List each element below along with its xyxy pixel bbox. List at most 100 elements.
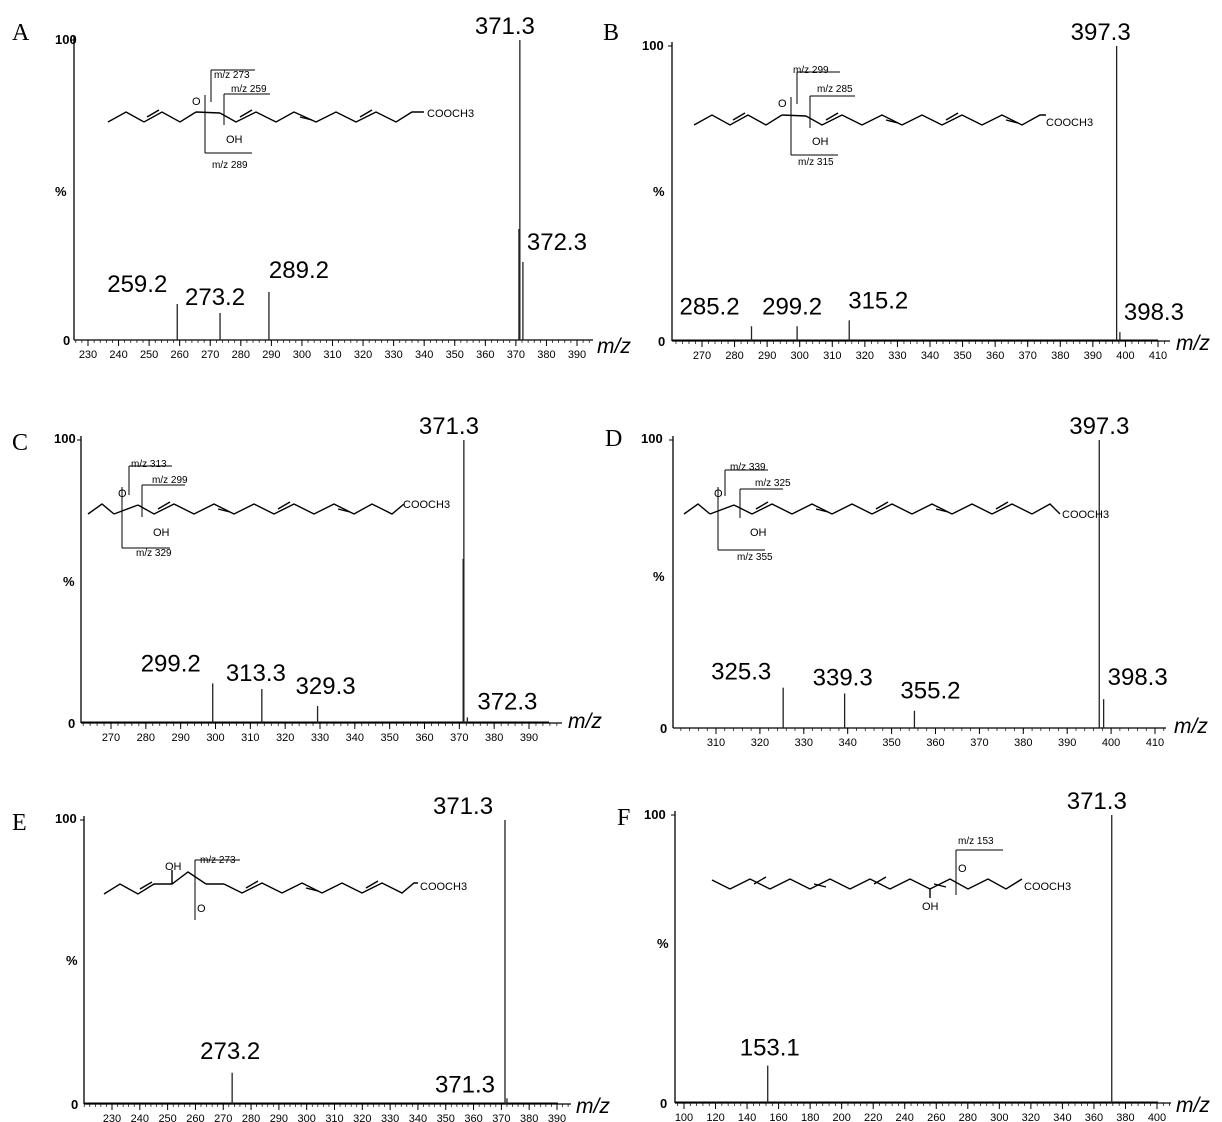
panel-f-ylabel: % (657, 936, 669, 951)
peak-label: 371.3 (433, 793, 493, 820)
peak-label: 273.2 (185, 284, 245, 311)
panel-e-label: E (12, 810, 27, 836)
panel-d-label: D (605, 426, 622, 452)
x-tick-label: 310 (325, 1113, 343, 1122)
panel-c-xlabel: m/z (568, 710, 602, 733)
panel-c-frag-label-1: m/z 313 (131, 459, 167, 470)
panel-c-baseline-noise (80, 721, 549, 723)
panel-c: C 100 % 0 270 280 290 300 310 320 330 340 350 360… (12, 413, 602, 744)
panel-a-ytick-100: 100 (55, 32, 77, 47)
panel-d-cooch3: COOCH3 (1062, 509, 1109, 521)
panel-c-ytick-0: 0 (68, 716, 75, 731)
x-tick-label: 240 (109, 349, 127, 361)
panel-d-ytick-0: 0 (660, 721, 667, 736)
panel-b-oh: OH (812, 136, 829, 148)
x-tick-label: 400 (1116, 350, 1134, 362)
x-tick-label: 360 (986, 350, 1004, 362)
panel-f-cooch3: COOCH3 (1024, 881, 1071, 893)
peak-label: 153.1 (740, 1035, 800, 1062)
x-tick-label: 300 (298, 1113, 316, 1122)
x-tick-label: 320 (751, 737, 769, 749)
panel-c-axes: 270 280 290 300 310 320 330 340 350 360 370 380 390 (77, 436, 562, 744)
x-tick-label: 310 (823, 350, 841, 362)
panel-e-axes: 230 240 250 260 270 280 290 300 310 320 330 340 350 3… (80, 816, 571, 1122)
x-tick-label: 230 (79, 349, 97, 361)
x-tick-label: 240 (131, 1113, 149, 1122)
x-tick-label: 310 (323, 349, 341, 361)
x-tick-label: 380 (520, 1113, 538, 1122)
panel-c-marks: 299.2 313.3 329.3 371.3 372.3 (80, 413, 549, 723)
panel-e-ylabel: % (66, 953, 78, 968)
panel-c-frag-label-2: m/z 299 (152, 475, 188, 486)
panel-b: B 100 % 0 270 280 290 300 310 320 330 340 350 360… (603, 19, 1210, 362)
panel-f: F 100 % 0 100 120 140 160 180 200 220 240 260 280… (617, 788, 1210, 1122)
x-tick-label: 320 (354, 349, 372, 361)
x-tick-label: 180 (801, 1112, 819, 1122)
panel-a-frag-label-3: m/z 289 (212, 160, 248, 171)
panel-e-xlabel: m/z (576, 1095, 610, 1118)
panel-c-frag-label-3: m/z 329 (136, 548, 172, 559)
panel-c-cooch3: COOCH3 (403, 499, 450, 511)
panel-b-baseline-noise (671, 339, 1158, 341)
x-tick-label: 250 (140, 349, 158, 361)
x-tick-label: 370 (492, 1113, 510, 1122)
x-tick-label: 370 (970, 737, 988, 749)
x-tick-label: 390 (548, 1113, 566, 1122)
peak-label: 313.3 (226, 660, 286, 687)
panel-b-xlabel: m/z (1176, 332, 1210, 355)
x-tick-label: 340 (415, 349, 433, 361)
x-tick-label: 330 (888, 350, 906, 362)
x-tick-label: 290 (270, 1113, 288, 1122)
x-tick-label: 320 (276, 732, 294, 744)
x-tick-label: 200 (832, 1112, 850, 1122)
peak-label: 285.2 (680, 293, 740, 320)
x-tick-label: 390 (1084, 350, 1102, 362)
panel-b-ylabel: % (653, 184, 665, 199)
x-tick-label: 390 (568, 349, 586, 361)
x-tick-label: 350 (437, 1113, 455, 1122)
panel-f-frag-label-1: m/z 153 (958, 836, 994, 847)
panel-d-ylabel: % (653, 569, 665, 584)
x-tick-label: 240 (896, 1112, 914, 1122)
x-tick-label: 330 (384, 349, 402, 361)
panel-e-marks: 273.2 371.3 371.3 (83, 793, 558, 1104)
x-tick-label: 380 (537, 349, 555, 361)
peak-label: 372.3 (477, 688, 537, 715)
panel-b-ytick-100: 100 (642, 38, 664, 53)
peak-label: 325.3 (711, 659, 771, 686)
panel-a-cooch3: COOCH3 (427, 108, 474, 120)
x-tick-label: 250 (158, 1113, 176, 1122)
panel-b-axes: 270 280 290 300 310 320 330 340 350 360 370 380 390 4… (668, 42, 1170, 362)
panel-e-baseline-noise (83, 1102, 558, 1104)
panel-c-ytick-100: 100 (54, 431, 76, 446)
x-tick-label: 260 (186, 1113, 204, 1122)
x-tick-label: 410 (1146, 737, 1164, 749)
x-tick-label: 340 (409, 1113, 427, 1122)
x-tick-label: 310 (707, 737, 725, 749)
peak-label: 398.3 (1108, 664, 1168, 691)
peak-label: 315.2 (848, 287, 908, 314)
peak-label: 371.3 (419, 413, 479, 440)
peak-label: 289.2 (269, 257, 329, 284)
peak-label: 398.3 (1124, 299, 1184, 326)
panel-f-marks: 153.1 371.3 (674, 788, 1158, 1103)
panel-d-frag-label-1: m/z 339 (730, 462, 766, 473)
panel-e-ytick-100: 100 (55, 811, 77, 826)
x-tick-label: 380 (1014, 737, 1032, 749)
panel-c-ylabel: % (63, 574, 75, 589)
x-tick-label: 290 (171, 732, 189, 744)
panel-b-frag-label-2: m/z 285 (817, 84, 853, 95)
panel-e-frag-label-1: m/z 273 (200, 855, 236, 866)
x-tick-label: 220 (864, 1112, 882, 1122)
x-tick-label: 370 (507, 349, 525, 361)
peak-label: 372.3 (527, 229, 587, 256)
panel-a-oh: OH (226, 134, 243, 146)
peak-label: 371.3 (435, 1071, 495, 1098)
x-tick-label: 380 (485, 732, 503, 744)
peak-label: 371.3 (475, 13, 535, 40)
x-tick-label: 350 (446, 349, 464, 361)
x-tick-label: 300 (990, 1112, 1008, 1122)
panel-c-label: C (12, 430, 28, 456)
x-tick-label: 280 (725, 350, 743, 362)
x-tick-label: 400 (1148, 1112, 1166, 1122)
